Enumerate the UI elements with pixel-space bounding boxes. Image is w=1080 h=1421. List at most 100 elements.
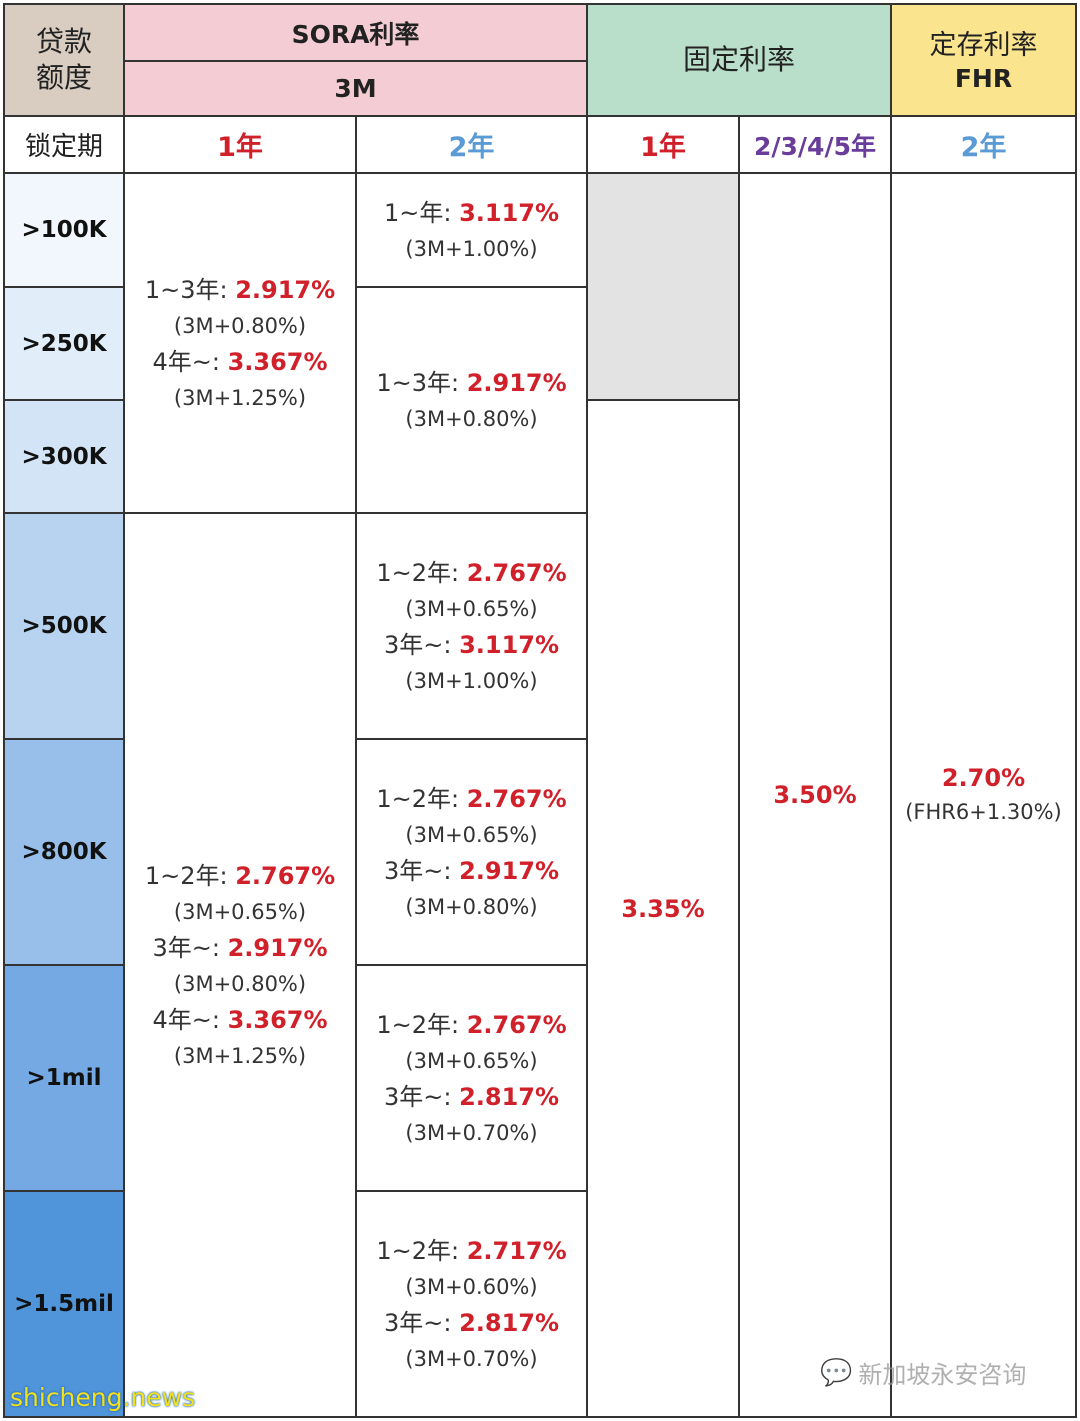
sora-1y-block-small: 1~3年: 2.917% (3M+0.80%) 4年~: 3.367% (3M+1.2… xyxy=(123,172,357,514)
sora-2y-100k: 1~年: 3.117% (3M+1.00%) xyxy=(355,172,588,288)
rate-value: 2.717% xyxy=(466,1237,567,1265)
rate-value: 2.917% xyxy=(466,369,567,397)
rate-line: 1~2年: 2.767% xyxy=(376,554,566,592)
sora-1y-block-large: 1~2年: 2.767% (3M+0.65%) 3年~: 2.917% (3M+0.8… xyxy=(123,512,357,1418)
period-fhr-2y: 2年 xyxy=(890,115,1077,174)
rate-term-label: 3年~: xyxy=(152,934,228,962)
rate-term-label: 1~2年: xyxy=(376,1237,467,1265)
rate-formula: (3M+0.65%) xyxy=(405,823,538,847)
rate-formula: (3M+0.65%) xyxy=(173,900,307,924)
rate-term-label: 1~2年: xyxy=(376,785,467,813)
header-loan-amount-line1: 贷款 xyxy=(35,25,92,58)
period-sora-1y-text: 1年 xyxy=(217,132,263,163)
period-sora-1y: 1年 xyxy=(123,115,357,174)
rate-term-label: 1~2年: xyxy=(376,559,467,587)
amount-800k-text: >800K xyxy=(21,839,107,865)
header-loan-amount-line2: 额度 xyxy=(35,61,92,94)
period-sora-2y-text: 2年 xyxy=(448,132,495,163)
watermark-right: 💬 新加坡永安咨询 xyxy=(820,1355,1026,1390)
rate-line: 4年~: 3.367% xyxy=(152,343,327,381)
rate-line: 1~2年: 2.767% xyxy=(376,1006,566,1044)
rate-term-label: 1~2年: xyxy=(376,1011,467,1039)
period-sora-2y: 2年 xyxy=(355,115,588,174)
rate-line: 4年~: 3.367% xyxy=(152,1001,327,1039)
amount-250k: >250K xyxy=(3,286,125,401)
rate-value: 2.767% xyxy=(466,785,567,813)
rate-term-label: 1~3年: xyxy=(144,276,236,304)
rate-term-label: 3年~: xyxy=(383,631,460,659)
amount-1mil: >1mil xyxy=(3,964,125,1192)
rate-line: 1~3年: 2.917% xyxy=(145,271,335,309)
amount-500k: >500K xyxy=(3,512,125,740)
rate-line: 1~2年: 2.767% xyxy=(376,780,566,818)
header-sora-sub: 3M xyxy=(334,74,377,103)
rate-term-label: 1~年: xyxy=(383,199,460,227)
sora-2y-800k: 1~2年: 2.767% (3M+0.65%) 3年~: 2.917% (3M+0.8… xyxy=(355,738,588,966)
header-loan-amount: 贷款 额度 xyxy=(3,3,125,117)
rate-value: 3.117% xyxy=(459,631,560,659)
rate-formula: (3M+0.65%) xyxy=(405,597,538,621)
rate-formula: (3M+0.70%) xyxy=(405,1347,538,1371)
sora-2y-500k: 1~2年: 2.767% (3M+0.65%) 3年~: 3.117% (3M+1.0… xyxy=(355,512,588,740)
rate-value: 3.117% xyxy=(459,199,560,227)
rate-line: 1~2年: 2.767% xyxy=(145,857,335,895)
rate-value: 2.817% xyxy=(459,1309,560,1337)
rate-formula: (3M+0.80%) xyxy=(173,314,307,338)
amount-1-5mil-text: >1.5mil xyxy=(14,1291,114,1317)
amount-100k: >100K xyxy=(3,172,125,288)
amount-500k-text: >500K xyxy=(21,613,107,639)
rate-formula: (3M+0.60%) xyxy=(405,1275,538,1299)
amount-100k-text: >100K xyxy=(21,217,107,243)
rate-value: 2.767% xyxy=(466,559,567,587)
header-fhr-sub: FHR xyxy=(954,63,1013,93)
period-fixed-multi-text: 2/3/4/5年 xyxy=(754,131,876,161)
period-fhr-2y-text: 2年 xyxy=(960,132,1007,163)
lock-period-text: 锁定期 xyxy=(24,132,103,162)
sora-2y-1-5mil: 1~2年: 2.717% (3M+0.60%) 3年~: 2.817% (3M+0.7… xyxy=(355,1190,588,1418)
header-fhr-title: 定存利率 xyxy=(929,29,1038,61)
amount-300k: >300K xyxy=(3,399,125,514)
period-fixed-multi: 2/3/4/5年 xyxy=(738,115,892,174)
rate-line: 1~3年: 2.917% xyxy=(376,364,566,402)
amount-800k: >800K xyxy=(3,738,125,966)
header-sora-title: SORA利率 xyxy=(291,19,420,49)
rate-line: 1~2年: 2.717% xyxy=(376,1232,566,1270)
rate-formula: (3M+1.25%) xyxy=(173,1044,307,1068)
rate-value: 2.917% xyxy=(459,857,560,885)
fhr-2y-rate-cell: 2.70% (FHR6+1.30%) xyxy=(890,172,1077,1418)
rate-formula: (3M+1.25%) xyxy=(173,386,307,410)
rate-formula: (3M+0.65%) xyxy=(405,1049,538,1073)
sora-2y-1mil: 1~2年: 2.767% (3M+0.65%) 3年~: 2.817% (3M+0.7… xyxy=(355,964,588,1192)
rate-line: 3年~: 3.117% xyxy=(384,626,559,664)
fixed-1y-rate-cell: 3.35% xyxy=(586,399,740,1418)
fixed-1y-rate: 3.35% xyxy=(621,894,705,923)
rate-value: 2.767% xyxy=(235,862,336,890)
header-sora-3m: 3M xyxy=(123,60,588,117)
fhr-2y-sub: (FHR6+1.30%) xyxy=(905,800,1062,824)
rate-value: 3.367% xyxy=(227,1006,328,1034)
watermark-right-text: 新加坡永安咨询 xyxy=(858,1361,1027,1389)
wechat-icon: 💬 xyxy=(820,1357,853,1388)
period-fixed-1y: 1年 xyxy=(586,115,740,174)
period-fixed-1y-text: 1年 xyxy=(640,132,686,163)
amount-300k-text: >300K xyxy=(21,443,107,470)
rate-formula: (3M+0.80%) xyxy=(405,895,538,919)
rate-line: 3年~: 2.917% xyxy=(384,852,559,890)
fixed-multi-rate: 3.50% xyxy=(773,781,857,809)
rate-value: 2.767% xyxy=(466,1011,567,1039)
rate-term-label: 3年~: xyxy=(383,1083,460,1111)
rate-line: 3年~: 2.917% xyxy=(152,929,327,967)
rate-line: 3年~: 2.817% xyxy=(384,1304,559,1342)
amount-1mil-text: >1mil xyxy=(26,1065,102,1091)
rate-term-label: 3年~: xyxy=(383,1309,460,1337)
header-fhr: 定存利率 FHR xyxy=(890,3,1077,117)
rate-formula: (3M+1.00%) xyxy=(405,237,538,261)
lock-period-label: 锁定期 xyxy=(3,115,125,174)
header-sora: SORA利率 xyxy=(123,3,588,62)
header-fixed-title: 固定利率 xyxy=(682,43,795,76)
rate-line: 3年~: 2.817% xyxy=(384,1078,559,1116)
amount-250k-text: >250K xyxy=(21,330,107,357)
watermark-left-text: shicheng.news xyxy=(10,1383,196,1412)
fixed-1y-not-available xyxy=(586,172,740,401)
rate-formula: (3M+1.00%) xyxy=(405,669,538,693)
